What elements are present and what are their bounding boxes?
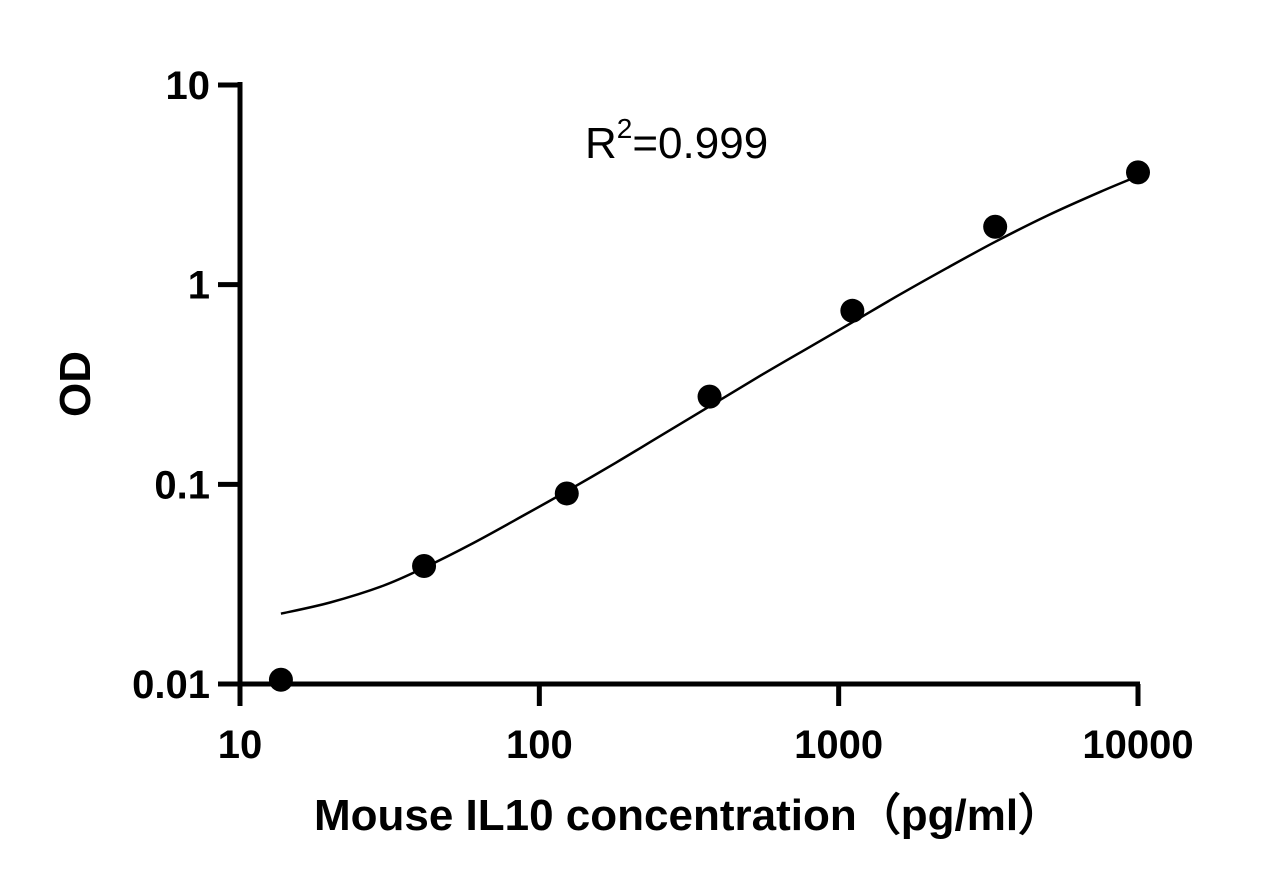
data-point-1 bbox=[412, 553, 437, 578]
data-point-6 bbox=[1126, 160, 1150, 185]
y-axis-ticks: 0.01 0.1 1 10 bbox=[132, 64, 240, 707]
r-squared-label: R bbox=[585, 119, 617, 168]
r-squared-superscript: 2 bbox=[617, 113, 633, 144]
x-axis-title: Mouse IL10 concentration（pg/ml） bbox=[314, 791, 1062, 840]
data-point-0 bbox=[268, 667, 293, 692]
y-tick-label-1: 0.1 bbox=[154, 463, 210, 507]
data-point-4 bbox=[840, 298, 865, 323]
x-tick-label-1: 100 bbox=[506, 723, 573, 767]
x-tick-label-2: 1000 bbox=[794, 723, 883, 767]
data-point-5 bbox=[983, 214, 1008, 239]
r-squared-value: =0.999 bbox=[632, 119, 768, 168]
r-squared-annotation: R2=0.999 bbox=[585, 113, 768, 168]
y-tick-label-0: 0.01 bbox=[132, 663, 210, 707]
y-tick-label-3: 10 bbox=[166, 64, 211, 108]
x-tick-label-0: 10 bbox=[218, 723, 263, 767]
y-tick-label-2: 1 bbox=[188, 264, 210, 308]
data-point-2 bbox=[554, 481, 579, 506]
y-axis-title: OD bbox=[51, 351, 100, 417]
x-axis-ticks: 10 100 1000 10000 bbox=[218, 684, 1194, 767]
data-points bbox=[268, 160, 1150, 692]
data-point-3 bbox=[697, 384, 722, 409]
x-tick-label-3: 10000 bbox=[1082, 723, 1193, 767]
